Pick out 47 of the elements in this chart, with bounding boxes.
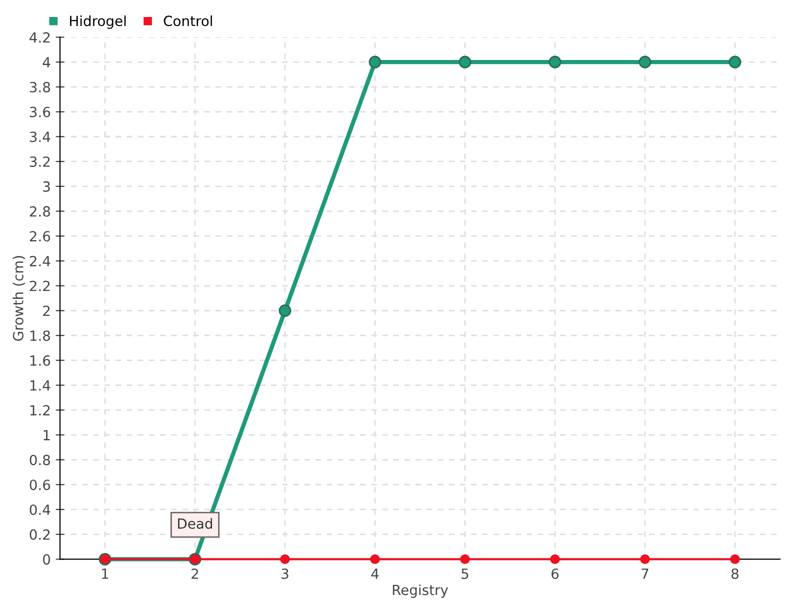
y-tick-label: 0.6 [30, 480, 50, 490]
y-axis-title: Growth (cm) [12, 256, 26, 341]
annotation: Dead [178, 518, 212, 529]
y-tick-label: 1 [44, 430, 50, 440]
point [640, 554, 650, 564]
point [730, 554, 740, 564]
y-tick-label: 1.6 [30, 355, 50, 366]
y-tick-label: 2.2 [30, 280, 50, 292]
y-tick-label: 0 [43, 554, 50, 565]
y-tick-label: 4 [42, 57, 50, 68]
y-tick-label: 0.4 [30, 504, 50, 515]
point [458, 56, 472, 68]
x-tick-label: 3 [282, 568, 288, 579]
y-tick-label: 4.2 [30, 32, 50, 42]
point [460, 554, 470, 564]
x-tick-label: 1 [102, 568, 108, 579]
x-tick-label: 7 [642, 568, 648, 579]
y-tick-label: 3.2 [30, 156, 50, 167]
y-tick-label: 0.2 [30, 529, 50, 540]
point [550, 554, 560, 564]
y-tick-label: 3.8 [30, 82, 50, 92]
point [278, 304, 292, 317]
y-tick-label: 0.8 [30, 454, 50, 466]
x-tick-label: 8 [732, 568, 738, 579]
y-tick-label: 3.4 [30, 132, 50, 142]
y-tick-label: 1.2 [30, 405, 50, 416]
x-tick-label: 2 [192, 568, 198, 579]
y-tick-label: 1.4 [30, 380, 50, 390]
y-tick-label: 3.6 [30, 106, 50, 118]
y-tick-label: 1.8 [30, 330, 50, 341]
x-tick-label: 5 [462, 568, 468, 579]
point [638, 56, 652, 68]
y-tick-label: 3 [43, 181, 50, 192]
point [728, 56, 742, 68]
y-tick-label: 2.4 [30, 256, 50, 266]
x-tick-label: 4 [371, 568, 379, 579]
point [368, 56, 382, 68]
point [280, 554, 290, 564]
point [548, 56, 562, 68]
x-axis-title: Registry [392, 584, 448, 598]
y-tick-label: 2.6 [30, 231, 50, 242]
point [370, 554, 380, 564]
x-tick-label: 6 [552, 568, 559, 579]
y-tick-label: 2.8 [30, 206, 50, 217]
y-tick-label: 2 [43, 306, 50, 316]
legend-label: Control [164, 15, 212, 26]
legend-label: Hidrogel [70, 15, 126, 29]
